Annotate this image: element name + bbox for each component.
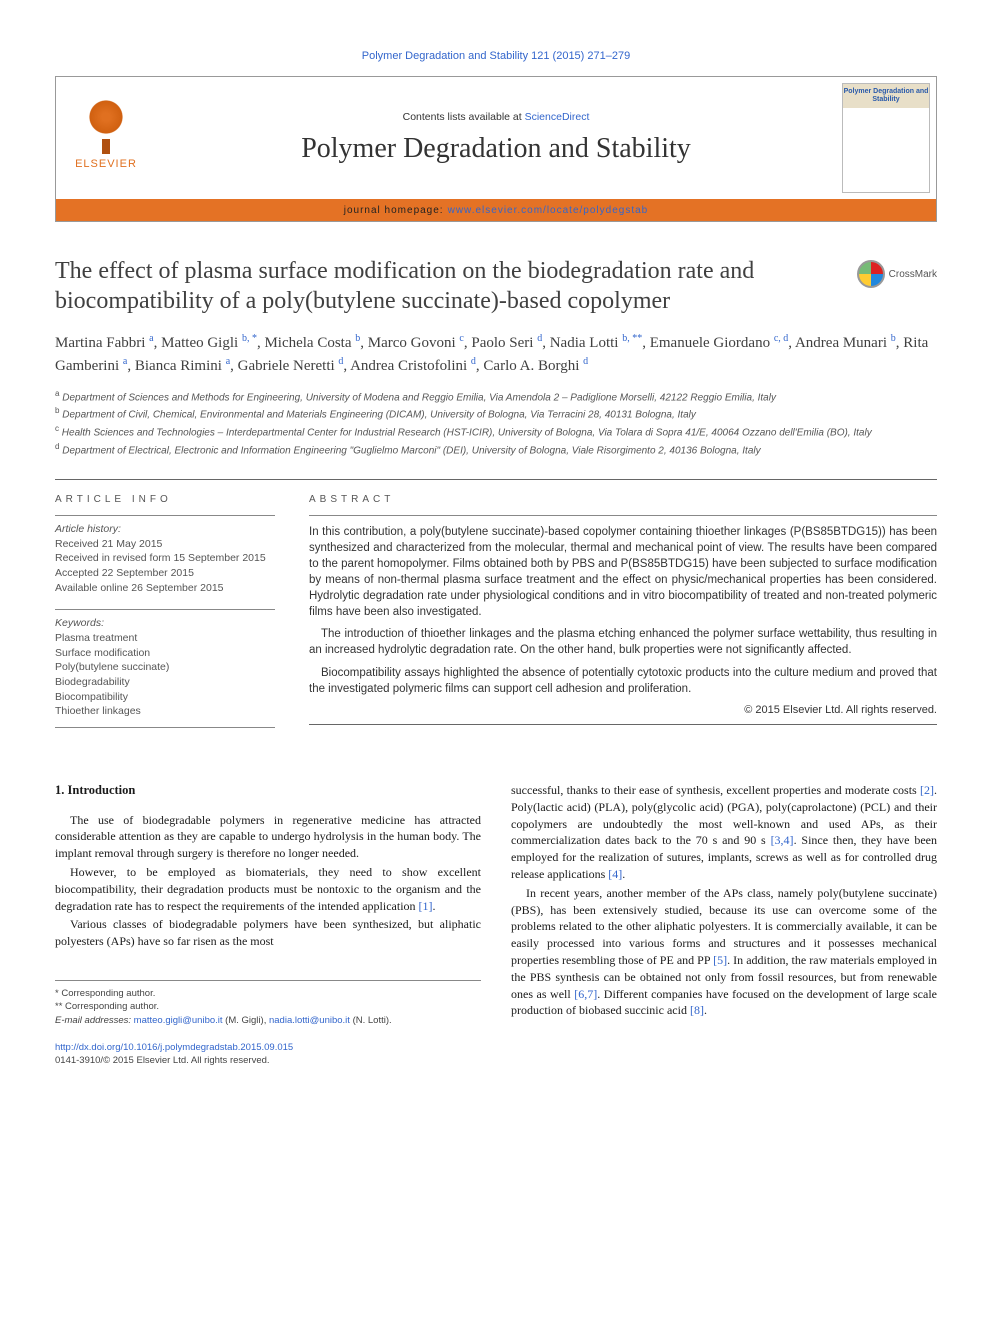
issn-copyright: 0141-3910/© 2015 Elsevier Ltd. All right… [55,1055,270,1066]
body-columns: 1. Introduction The use of biodegradable… [55,782,937,1027]
homepage-bar: journal homepage: www.elsevier.com/locat… [56,199,936,221]
citation-ref[interactable]: [5] [713,953,727,967]
keyword: Surface modification [55,646,275,661]
affiliation-a: a Department of Sciences and Methods for… [55,388,937,406]
received-date: Received 21 May 2015 [55,537,275,552]
body-paragraph: The use of biodegradable polymers in reg… [55,812,481,862]
keyword: Biodegradability [55,675,275,690]
citation-ref[interactable]: [3,4] [771,833,794,847]
citation-ref[interactable]: [8] [690,1003,704,1017]
article-info-heading: ARTICLE INFO [55,494,275,505]
abstract-p3: Biocompatibility assays highlighted the … [309,665,937,697]
email-link[interactable]: nadia.lotti@unibo.it [269,1015,350,1026]
keyword: Poly(butylene succinate) [55,660,275,675]
email-link[interactable]: matteo.gigli@unibo.it [134,1015,223,1026]
abstract-text: In this contribution, a poly(butylene su… [309,515,937,718]
article-title: The effect of plasma surface modificatio… [55,256,837,316]
corresponding-footer: * Corresponding author. ** Corresponding… [55,980,481,1027]
journal-title: Polymer Degradation and Stability [301,133,691,165]
divider [55,479,937,480]
contents-line: Contents lists available at ScienceDirec… [403,111,590,123]
email-line: E-mail addresses: matteo.gigli@unibo.it … [55,1014,481,1027]
citation-ref[interactable]: [1] [419,899,433,913]
history-label: Article history: [55,522,275,537]
journal-header: ELSEVIER Contents lists available at Sci… [55,76,937,222]
citation-ref[interactable]: [4] [608,867,622,881]
body-paragraph: However, to be employed as biomaterials,… [55,864,481,914]
sciencedirect-link[interactable]: ScienceDirect [525,111,590,123]
crossmark-icon [857,260,885,288]
keyword: Plasma treatment [55,631,275,646]
revised-date: Received in revised form 15 September 20… [55,551,275,566]
divider [309,724,937,725]
elsevier-logo: ELSEVIER [56,77,156,187]
body-col-right: successful, thanks to their ease of synt… [511,782,937,1027]
abstract-p2: The introduction of thioether linkages a… [309,626,937,658]
homepage-label: journal homepage: [344,205,444,216]
homepage-link[interactable]: www.elsevier.com/locate/polydegstab [448,205,649,216]
keyword: Thioether linkages [55,704,275,719]
keyword: Biocompatibility [55,690,275,705]
journal-cover-thumb: Polymer Degradation and Stability [842,83,930,193]
elsevier-text: ELSEVIER [75,158,137,170]
crossmark-label: CrossMark [889,269,937,280]
accepted-date: Accepted 22 September 2015 [55,566,275,581]
corr-author-2: ** Corresponding author. [55,1000,481,1013]
crossmark-badge[interactable]: CrossMark [857,260,937,288]
body-paragraph: In recent years, another member of the A… [511,885,937,1019]
abstract-p1: In this contribution, a poly(butylene su… [309,524,937,621]
abstract-heading: ABSTRACT [309,494,937,505]
affiliations: a Department of Sciences and Methods for… [55,388,937,459]
citation-ref[interactable]: [6,7] [574,987,597,1001]
article-history: Article history: Received 21 May 2015 Re… [55,515,275,595]
affiliation-b: b Department of Civil, Chemical, Environ… [55,405,937,423]
doi-link[interactable]: http://dx.doi.org/10.1016/j.polymdegrads… [55,1042,293,1053]
online-date: Available online 26 September 2015 [55,581,275,596]
citation-ref[interactable]: [2] [920,783,934,797]
corr-author-1: * Corresponding author. [55,987,481,1000]
affiliation-c: c Health Sciences and Technologies – Int… [55,423,937,441]
elsevier-tree-icon [76,94,136,154]
affiliation-d: d Department of Electrical, Electronic a… [55,441,937,459]
cover-thumb-title: Polymer Degradation and Stability [843,88,929,103]
section-heading: 1. Introduction [55,782,481,800]
citation-line: Polymer Degradation and Stability 121 (2… [55,50,937,62]
abstract-copyright: © 2015 Elsevier Ltd. All rights reserved… [309,703,937,718]
body-col-left: 1. Introduction The use of biodegradable… [55,782,481,1027]
author-list: Martina Fabbri a, Matteo Gigli b, *, Mic… [55,332,937,378]
body-paragraph: successful, thanks to their ease of synt… [511,782,937,883]
keywords-label: Keywords: [55,616,275,631]
keywords-block: Keywords: Plasma treatment Surface modif… [55,609,275,728]
doi-block: http://dx.doi.org/10.1016/j.polymdegrads… [55,1041,937,1068]
contents-prefix: Contents lists available at [403,111,525,123]
body-paragraph: Various classes of biodegradable polymer… [55,916,481,950]
